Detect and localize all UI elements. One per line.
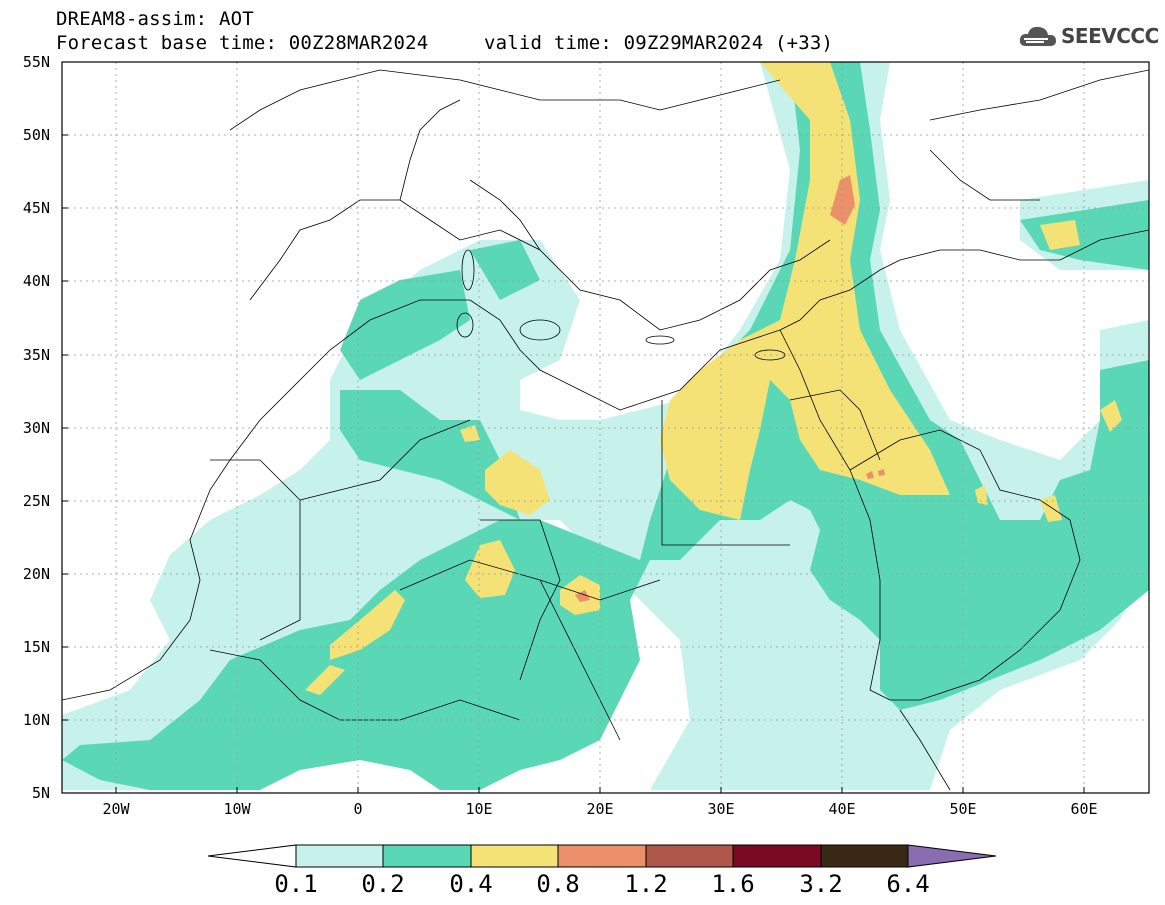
lon-label-60e: 60E	[1070, 800, 1098, 818]
cloud-icon	[1019, 26, 1056, 46]
lon-label-30e: 30E	[707, 800, 735, 818]
colorbar-label-0.1: 0.1	[274, 870, 318, 898]
colorbar-bin-3	[470, 844, 559, 868]
lon-label-20e: 20E	[586, 800, 614, 818]
colorbar-bin-5	[645, 844, 734, 868]
map-title: DREAM8-assim: AOT	[56, 8, 254, 30]
lat-label-40n: 40N	[22, 272, 50, 290]
axis-ticks	[62, 134, 1085, 793]
aot-contour-0.8	[575, 175, 885, 602]
colorbar-label-0.8: 0.8	[536, 870, 580, 898]
lat-label-35n: 35N	[22, 346, 50, 364]
lon-label-20w: 20W	[102, 800, 130, 818]
colorbar	[207, 844, 997, 868]
colorbar-label-0.2: 0.2	[361, 870, 405, 898]
islands	[456, 249, 786, 361]
lat-label-10n: 10N	[22, 711, 50, 729]
lat-label-55n: 55N	[22, 53, 50, 71]
colorbar-label-6.4: 6.4	[886, 870, 930, 898]
lon-label-10w: 10W	[223, 800, 251, 818]
gridlines	[62, 62, 1149, 793]
colorbar-bin-2	[382, 844, 472, 868]
colorbar-label-1.2: 1.2	[624, 870, 668, 898]
lon-label-0: 0	[353, 800, 363, 818]
lon-label-40e: 40E	[828, 800, 856, 818]
colorbar-label-1.6: 1.6	[711, 870, 755, 898]
colorbar-over-arrow	[907, 844, 997, 868]
colorbar-under-arrow	[207, 844, 297, 868]
logo-text: SEEVCCC	[1061, 24, 1159, 48]
colorbar-bin-4	[557, 844, 647, 868]
colorbar-label-3.2: 3.2	[799, 870, 843, 898]
lat-label-15n: 15N	[22, 638, 50, 656]
forecast-base-time: Forecast base time: 00Z28MAR2024	[56, 32, 429, 54]
colorbar-bin-1	[295, 844, 384, 868]
lat-label-50n: 50N	[22, 126, 50, 144]
lon-label-50e: 50E	[949, 800, 977, 818]
lon-label-10e: 10E	[465, 800, 493, 818]
lat-label-5n: 5N	[31, 784, 50, 802]
colorbar-bin-6	[732, 844, 822, 868]
lat-label-45n: 45N	[22, 199, 50, 217]
aot-contour-0.2	[62, 62, 1149, 790]
lat-label-25n: 25N	[22, 492, 50, 510]
colorbar-label-0.4: 0.4	[449, 870, 493, 898]
lat-label-20n: 20N	[22, 565, 50, 583]
seevccc-logo: SEEVCCC	[1018, 22, 1159, 50]
colorbar-bin-7	[820, 844, 909, 868]
aot-contour-0.4	[305, 62, 1122, 695]
lat-label-30n: 30N	[22, 419, 50, 437]
valid-time: valid time: 09Z29MAR2024 (+33)	[484, 32, 834, 54]
